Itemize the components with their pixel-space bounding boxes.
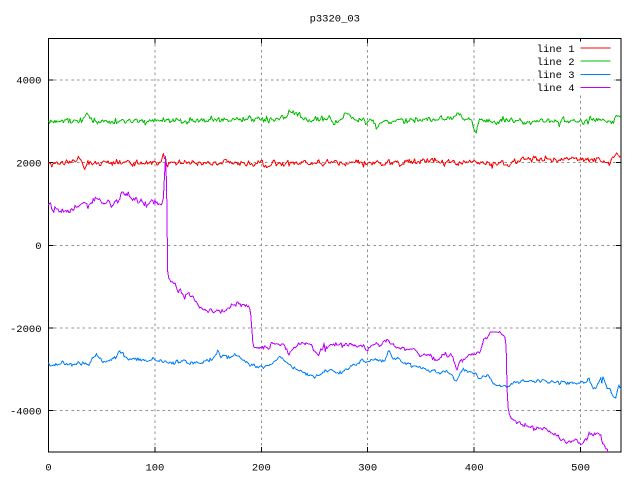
svg-text:4000: 4000: [16, 76, 41, 88]
svg-text:line 2: line 2: [537, 57, 575, 69]
svg-text:p3320_03: p3320_03: [310, 14, 360, 26]
svg-text:line 4: line 4: [537, 83, 575, 95]
svg-text:200: 200: [252, 462, 271, 474]
svg-text:-4000: -4000: [10, 407, 42, 419]
svg-text:2000: 2000: [16, 158, 41, 170]
svg-text:400: 400: [465, 462, 484, 474]
svg-text:0: 0: [35, 241, 41, 253]
svg-text:0: 0: [45, 462, 51, 474]
svg-text:100: 100: [145, 462, 164, 474]
svg-text:300: 300: [358, 462, 377, 474]
svg-text:line 3: line 3: [537, 70, 575, 82]
svg-text:-2000: -2000: [10, 324, 42, 336]
svg-text:500: 500: [571, 462, 590, 474]
svg-text:line 1: line 1: [537, 44, 575, 56]
